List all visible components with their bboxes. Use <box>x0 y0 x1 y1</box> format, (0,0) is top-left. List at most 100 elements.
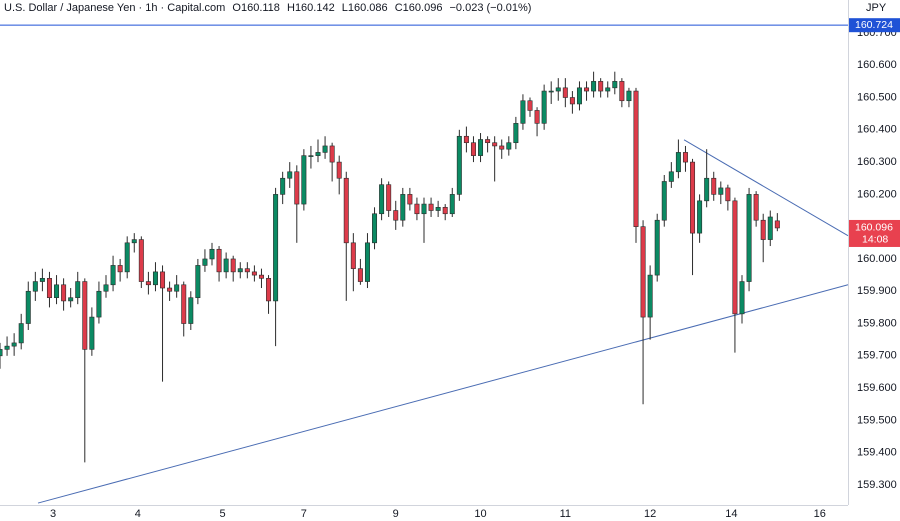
candle-body <box>456 135 462 195</box>
candle-body <box>485 139 491 144</box>
candle-body <box>32 281 38 292</box>
x-tick-label: 16 <box>814 508 826 520</box>
countdown: 14:08 <box>862 234 888 246</box>
candle-body <box>54 284 60 299</box>
currency: JPY <box>866 2 887 14</box>
candle-body <box>350 242 356 269</box>
x-tick-label: 5 <box>220 508 226 520</box>
candle-body <box>315 152 321 156</box>
candle-body <box>463 135 469 144</box>
candle-body <box>188 297 194 324</box>
level-tag <box>849 18 900 33</box>
candle-body <box>718 187 724 195</box>
header: U.S. Dollar / Japanese Yen · 1h · Capita… <box>4 2 531 14</box>
symbol: U.S. Dollar / Japanese Yen · 1h · Capita… <box>4 2 225 14</box>
candle-body <box>18 323 24 344</box>
candle-body <box>442 206 448 215</box>
y-tick-label: 159.700 <box>857 350 897 362</box>
candle-body <box>534 110 540 124</box>
candle-body <box>138 239 144 282</box>
candle-body <box>668 171 674 182</box>
y-tick-label: 159.800 <box>857 317 897 329</box>
y-tick-label: 159.500 <box>857 414 897 426</box>
candle-body <box>343 177 349 244</box>
candle-body <box>774 220 780 229</box>
y-tick-label: 160.200 <box>857 188 897 200</box>
candle-body <box>110 265 116 286</box>
candle-body <box>393 210 399 221</box>
candle-body <box>75 281 81 299</box>
y-tick-label: 160.400 <box>857 124 897 136</box>
candle-body <box>4 345 10 350</box>
candle-body <box>576 87 582 105</box>
candle-body <box>711 177 717 195</box>
candle-body <box>25 290 31 324</box>
ohlc-value: 160.118 <box>241 2 280 14</box>
candle-body <box>124 242 130 273</box>
candle-body <box>470 142 476 156</box>
candle-body <box>364 242 370 282</box>
ohlc-label: O <box>232 2 241 14</box>
x-tick-label: 3 <box>50 508 56 520</box>
candle-body <box>357 268 363 282</box>
ohlc-value: 160.096 <box>403 2 443 14</box>
candle-body <box>39 278 45 282</box>
candle-body <box>697 200 703 234</box>
candle-body <box>732 200 738 315</box>
candle-body <box>46 278 52 299</box>
candle-body <box>82 281 88 350</box>
candle-body <box>626 90 632 102</box>
candle-body <box>251 271 257 276</box>
candle-body <box>117 265 123 273</box>
candle-body <box>266 278 272 302</box>
x-tick-label: 9 <box>393 508 399 520</box>
y-tick-label: 160.600 <box>857 59 897 71</box>
candle-body <box>89 316 95 350</box>
candle-body <box>527 100 533 111</box>
candle-body <box>492 142 498 147</box>
candle-body <box>647 274 653 318</box>
y-tick-label: 160.000 <box>857 253 897 265</box>
candle-body <box>739 281 745 315</box>
ohlc-value: 160.142 <box>295 2 335 14</box>
candle-body <box>400 194 406 221</box>
candle-body <box>308 155 314 157</box>
candle-body <box>145 281 151 286</box>
candle-body <box>767 216 773 240</box>
candle-body <box>294 171 300 205</box>
x-tick-label: 7 <box>301 508 307 520</box>
candle-body <box>435 206 441 211</box>
candle-body <box>131 239 137 244</box>
candle-body <box>555 87 561 92</box>
candle-body <box>167 287 173 292</box>
candle-body <box>223 258 229 273</box>
candle-body <box>612 81 618 89</box>
candle-body <box>273 194 279 302</box>
candle-body <box>506 142 512 150</box>
candle-body <box>407 194 413 205</box>
last-price-label: 160.096 <box>855 222 893 234</box>
candle-body <box>301 155 307 205</box>
candle-body <box>478 139 484 156</box>
overlay: U.S. Dollar / Japanese Yen · 1h · Capita… <box>4 2 887 14</box>
x-tick-label: 14 <box>725 508 737 520</box>
candle-body <box>421 203 427 215</box>
ohlc-value: 160.086 <box>348 2 388 14</box>
candle-body <box>386 184 392 211</box>
candle-body <box>280 177 286 195</box>
candle-body <box>753 194 759 221</box>
candle-body <box>174 284 180 292</box>
candle-body <box>68 297 74 302</box>
candle-body <box>541 90 547 124</box>
y-tick-label: 159.600 <box>857 382 897 394</box>
candle-body <box>513 123 519 144</box>
candle-body <box>548 90 554 93</box>
candle-body <box>633 90 639 227</box>
candle-body <box>654 219 660 276</box>
candle-body <box>605 87 611 92</box>
candle-body <box>181 284 187 324</box>
trend-line <box>37 284 849 504</box>
candle-body <box>499 145 505 150</box>
